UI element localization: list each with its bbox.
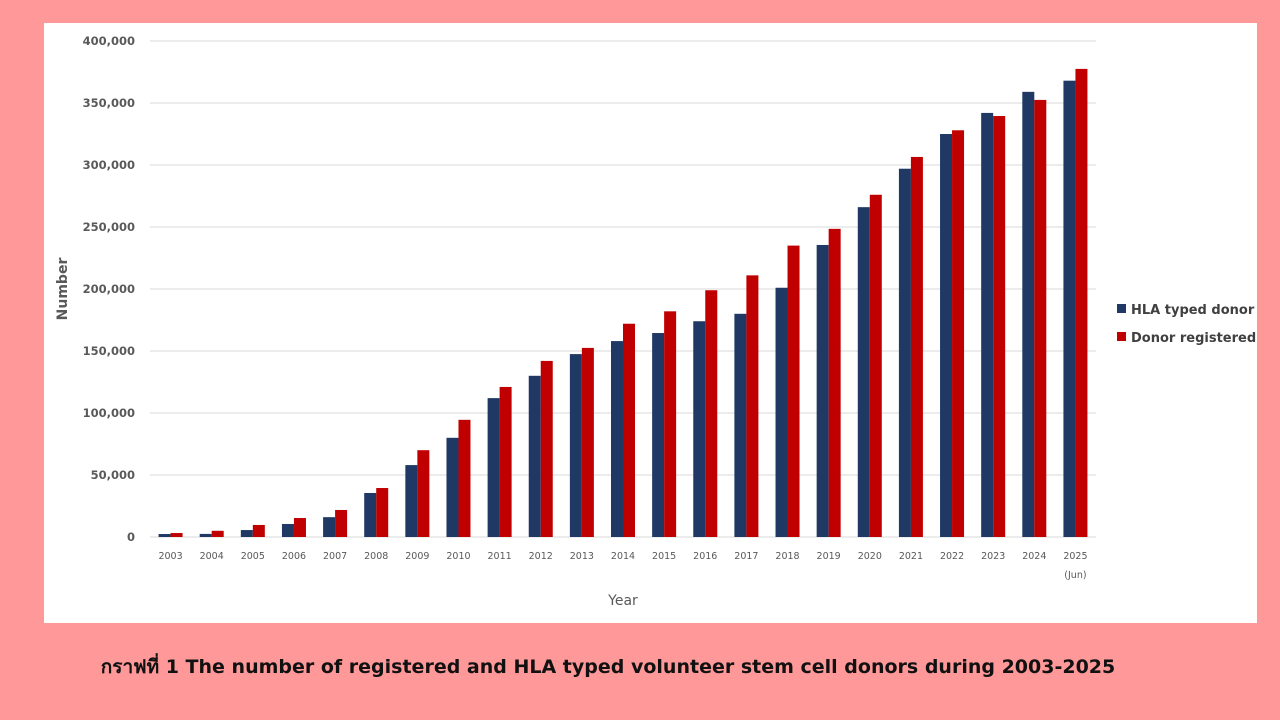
bar-donor-registered-2016 bbox=[705, 290, 718, 537]
bar-hla-typed-2012 bbox=[528, 375, 541, 537]
x-tick-label: 2009 bbox=[405, 551, 429, 562]
y-tick-label: 350,000 bbox=[83, 96, 135, 110]
bar-donor-registered-2007 bbox=[335, 509, 348, 537]
bar-hla-typed-2006 bbox=[281, 523, 294, 537]
bar-hla-typed-2011 bbox=[487, 398, 500, 537]
bar-donor-registered-2021 bbox=[910, 156, 923, 537]
x-tick-label: 2008 bbox=[364, 551, 388, 562]
bar-hla-typed-2022 bbox=[940, 134, 953, 537]
bar-donor-registered-2013 bbox=[581, 347, 594, 537]
bar-donor-registered-2024 bbox=[1034, 99, 1047, 538]
y-tick-label: 100,000 bbox=[83, 406, 135, 420]
x-tick-label: 2012 bbox=[529, 551, 553, 562]
x-tick-label: 2018 bbox=[775, 551, 799, 562]
legend-label: Donor registered bbox=[1131, 331, 1256, 346]
y-tick-label: 250,000 bbox=[83, 220, 135, 234]
bar-donor-registered-2009 bbox=[417, 450, 430, 537]
x-tick-note: (Jun) bbox=[1064, 570, 1086, 581]
x-tick-label: 2017 bbox=[734, 551, 758, 562]
bar-donor-registered-2018 bbox=[787, 245, 800, 537]
bar-hla-typed-2015 bbox=[652, 333, 665, 537]
x-tick-label: 2024 bbox=[1022, 551, 1046, 562]
bar-hla-typed-2007 bbox=[323, 517, 336, 537]
bar-hla-typed-2020 bbox=[857, 207, 870, 537]
legend-swatch bbox=[1117, 304, 1126, 313]
y-tick-label: 200,000 bbox=[83, 282, 135, 296]
chart-caption: กราฟที่ 1 The number of registered and H… bbox=[100, 656, 1116, 678]
bar-hla-typed-2025 bbox=[1063, 80, 1076, 538]
bar-hla-typed-2003 bbox=[158, 534, 171, 537]
bar-chart: 0 50,000 100,000 150,000 200,000 250,000 300,0… bbox=[55, 34, 1256, 609]
chart-panel: 0 50,000 100,000 150,000 200,000 250,000 300,0… bbox=[44, 23, 1257, 623]
bar-hla-typed-2005 bbox=[240, 530, 253, 537]
x-tick-label: 2020 bbox=[858, 551, 882, 562]
bar-hla-typed-2009 bbox=[405, 465, 418, 537]
x-tick-label: 2011 bbox=[488, 551, 512, 562]
x-tick-label: 2007 bbox=[323, 551, 347, 562]
y-axis-label: Number bbox=[55, 258, 71, 321]
bar-hla-typed-2004 bbox=[199, 533, 212, 537]
y-tick-label: 150,000 bbox=[83, 344, 135, 358]
x-tick-label: 2015 bbox=[652, 551, 676, 562]
bar-donor-registered-2022 bbox=[952, 130, 965, 537]
x-tick-label: 2004 bbox=[200, 551, 224, 562]
y-tick-label: 50,000 bbox=[91, 468, 135, 482]
x-tick-label: 2019 bbox=[817, 551, 841, 562]
bar-donor-registered-2014 bbox=[623, 323, 635, 537]
bar-hla-typed-2019 bbox=[816, 244, 829, 538]
bar-donor-registered-2017 bbox=[746, 275, 759, 537]
y-tick-label: 300,000 bbox=[83, 158, 135, 172]
bar-hla-typed-2008 bbox=[364, 492, 377, 537]
x-tick-label: 2003 bbox=[158, 551, 182, 562]
bar-hla-typed-2010 bbox=[446, 437, 459, 537]
bar-donor-registered-2011 bbox=[499, 386, 512, 537]
bar-hla-typed-2024 bbox=[1022, 91, 1035, 537]
bar-donor-registered-2004 bbox=[211, 530, 224, 537]
bar-hla-typed-2021 bbox=[898, 168, 911, 537]
bar-donor-registered-2019 bbox=[828, 228, 841, 538]
bar-donor-registered-2025 bbox=[1075, 68, 1088, 538]
x-tick-label: 2016 bbox=[693, 551, 717, 562]
x-tick-label: 2010 bbox=[446, 551, 470, 562]
bar-donor-registered-2006 bbox=[293, 518, 306, 537]
bar-hla-typed-2016 bbox=[693, 321, 706, 537]
x-tick-label: 2023 bbox=[981, 551, 1005, 562]
x-tick-label: 2021 bbox=[899, 551, 923, 562]
x-tick-label: 2005 bbox=[241, 551, 265, 562]
legend-swatch bbox=[1117, 332, 1126, 341]
x-tick-label: 2013 bbox=[570, 551, 594, 562]
bar-hla-typed-2013 bbox=[569, 354, 582, 537]
bar-hla-typed-2018 bbox=[775, 287, 788, 537]
bar-hla-typed-2023 bbox=[981, 112, 994, 538]
bar-hla-typed-2017 bbox=[734, 313, 747, 537]
bar-donor-registered-2003 bbox=[170, 533, 183, 537]
bar-donor-registered-2005 bbox=[252, 524, 265, 537]
legend-label: HLA typed donor bbox=[1131, 303, 1255, 318]
bar-donor-registered-2010 bbox=[458, 419, 471, 537]
x-tick-label: 2025 bbox=[1063, 551, 1087, 562]
bar-donor-registered-2023 bbox=[993, 116, 1006, 538]
y-tick-label: 400,000 bbox=[83, 34, 135, 48]
x-tick-label: 2022 bbox=[940, 551, 964, 562]
y-tick-label: 0 bbox=[127, 530, 135, 544]
x-tick-label: 2006 bbox=[282, 551, 306, 562]
bar-hla-typed-2014 bbox=[611, 341, 623, 537]
x-axis-label: Year bbox=[607, 593, 638, 609]
bar-donor-registered-2008 bbox=[376, 488, 389, 537]
bar-donor-registered-2015 bbox=[664, 311, 677, 537]
bar-donor-registered-2020 bbox=[869, 194, 882, 537]
bar-donor-registered-2012 bbox=[540, 360, 553, 537]
x-tick-label: 2014 bbox=[611, 551, 635, 562]
